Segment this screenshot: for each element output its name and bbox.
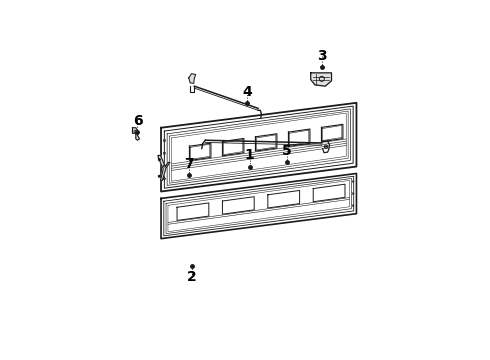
Text: 1: 1	[245, 148, 255, 162]
Text: 6: 6	[133, 114, 142, 128]
Text: 3: 3	[317, 49, 327, 63]
Polygon shape	[311, 73, 332, 86]
Circle shape	[159, 175, 160, 177]
Circle shape	[159, 159, 160, 161]
Polygon shape	[189, 74, 196, 84]
Circle shape	[325, 146, 326, 147]
Polygon shape	[132, 128, 140, 140]
Text: 7: 7	[184, 157, 194, 171]
Text: 5: 5	[282, 144, 292, 158]
Text: 4: 4	[242, 85, 252, 99]
Polygon shape	[158, 156, 170, 180]
Text: 2: 2	[187, 270, 196, 284]
